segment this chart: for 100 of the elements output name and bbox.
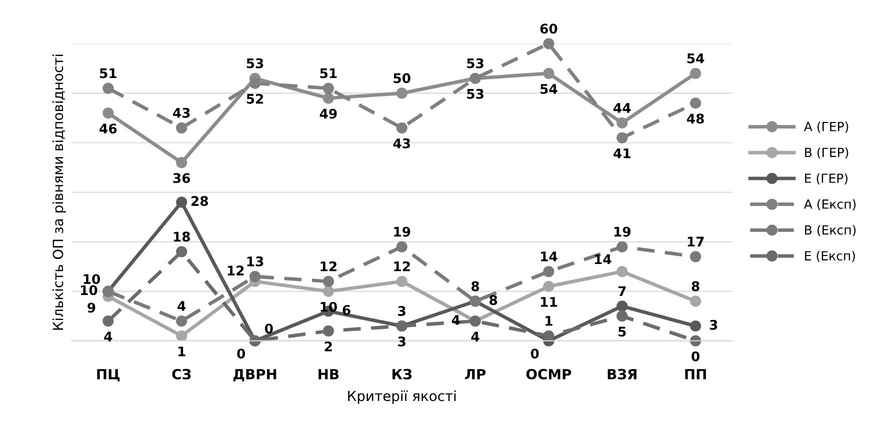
- x-tick-label: ПЦ: [97, 369, 120, 382]
- data-label: 3: [398, 336, 406, 346]
- data-label: 43: [393, 138, 410, 148]
- point: [176, 122, 188, 134]
- legend-label: А (ГЕР): [804, 122, 848, 133]
- y-axis-title: Кількість ОП за рівнями відповідності: [52, 54, 66, 330]
- data-label: 19: [394, 226, 410, 237]
- point: [690, 320, 702, 332]
- data-label: 54: [540, 84, 558, 94]
- data-label: 3: [398, 306, 406, 316]
- data-label: 8: [490, 295, 498, 306]
- point: [322, 286, 334, 297]
- point: [690, 251, 702, 262]
- point: [616, 117, 628, 128]
- x-tick-label: СЗ: [172, 368, 191, 380]
- data-label: 10: [84, 274, 100, 284]
- x-tick-label: ВЗЯ: [608, 368, 636, 380]
- data-label: 48: [686, 114, 704, 124]
- legend-label: А (Експ): [804, 199, 856, 210]
- data-label: 54: [687, 54, 704, 64]
- data-label: 14: [541, 252, 558, 262]
- point: [396, 276, 408, 287]
- point: [249, 270, 261, 282]
- data-label: 7: [618, 286, 626, 296]
- point: [543, 38, 554, 50]
- data-label: 12: [394, 261, 410, 272]
- data-label: 0: [530, 348, 539, 359]
- data-label: 51: [100, 68, 116, 78]
- data-label: 1: [178, 346, 186, 356]
- data-label: 50: [394, 73, 410, 84]
- data-label: 12: [228, 266, 244, 276]
- x-tick-label: ОСМР: [526, 368, 572, 380]
- point: [396, 241, 408, 252]
- data-label: 1: [546, 316, 552, 326]
- data-label: 43: [172, 108, 190, 118]
- point: [396, 88, 408, 99]
- point: [690, 296, 702, 307]
- data-label: 46: [100, 124, 117, 134]
- point: [690, 335, 702, 346]
- data-label: 52: [246, 94, 264, 104]
- point: [690, 98, 702, 109]
- point: [616, 266, 628, 278]
- data-label: 49: [320, 108, 337, 119]
- point: [102, 107, 114, 119]
- data-label: 6: [342, 305, 350, 315]
- data-label: 4: [471, 332, 480, 342]
- data-label: 41: [614, 148, 630, 158]
- x-tick-label: ПП: [685, 369, 706, 380]
- data-label: 14: [594, 254, 612, 264]
- point: [322, 325, 334, 337]
- point: [616, 241, 628, 252]
- data-label: 53: [467, 88, 484, 99]
- data-label: 5: [618, 326, 626, 337]
- point: [102, 315, 114, 327]
- point: [543, 330, 554, 342]
- data-label: 44: [614, 103, 631, 113]
- data-label: 0: [692, 351, 700, 362]
- data-label: 51: [320, 68, 337, 78]
- data-label: 9: [88, 302, 96, 313]
- x-tick-label: ЛР: [465, 369, 486, 380]
- data-label: 4: [104, 332, 112, 342]
- legend-label: В (ГЕР): [805, 147, 848, 159]
- data-label: 11: [541, 297, 557, 307]
- point: [176, 157, 188, 168]
- data-label: 36: [173, 173, 190, 184]
- point: [102, 82, 114, 94]
- data-label: 10: [81, 285, 98, 296]
- data-label: 8: [471, 281, 480, 292]
- data-label: 17: [688, 236, 704, 246]
- point: [176, 330, 188, 342]
- data-label: 2: [324, 341, 332, 352]
- point: [322, 82, 334, 94]
- x-tick-label: КЗ: [392, 368, 412, 380]
- point: [543, 68, 554, 79]
- data-label: 8: [692, 281, 700, 292]
- x-tick-label: ДВРН: [233, 369, 276, 382]
- point: [543, 280, 554, 292]
- data-label: 3: [710, 320, 718, 330]
- point: [322, 276, 334, 287]
- x-axis-title: Критерії якості: [348, 390, 456, 404]
- point: [690, 68, 702, 79]
- point: [176, 315, 188, 327]
- data-label: 0: [237, 348, 246, 359]
- point: [396, 122, 408, 134]
- point: [176, 246, 188, 258]
- data-label: 13: [247, 256, 264, 266]
- point: [322, 92, 334, 104]
- data-label: 12: [320, 261, 336, 272]
- data-label: 53: [467, 58, 484, 68]
- point: [176, 196, 188, 208]
- x-tick-label: НВ: [318, 369, 339, 380]
- point: [249, 78, 261, 89]
- data-label: 53: [246, 58, 264, 68]
- data-label: 0: [264, 324, 273, 334]
- point: [616, 300, 628, 312]
- point: [616, 132, 628, 144]
- data-label: 28: [191, 196, 208, 206]
- legend-label: Е (Експ): [805, 250, 855, 262]
- data-label: 4: [178, 301, 186, 311]
- legend-label: Е (ГЕР): [805, 173, 848, 184]
